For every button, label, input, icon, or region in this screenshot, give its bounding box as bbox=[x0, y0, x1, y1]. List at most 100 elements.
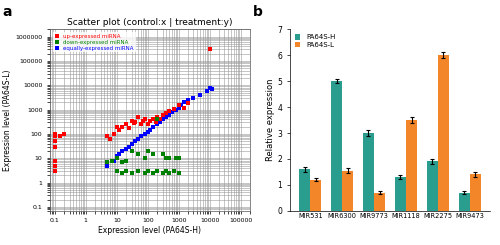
up-expressed miRNA bbox=[158, 113, 166, 117]
equally-expressed miRNA bbox=[174, 106, 182, 110]
Legend: PA64S-H, PA64S-L: PA64S-H, PA64S-L bbox=[294, 33, 337, 49]
Bar bbox=[299, 169, 310, 211]
equally-expressed miRNA bbox=[202, 89, 210, 93]
equally-expressed miRNA bbox=[122, 147, 130, 151]
up-expressed miRNA bbox=[139, 119, 147, 123]
equally-expressed miRNA bbox=[162, 115, 170, 119]
up-expressed miRNA bbox=[174, 103, 182, 107]
up-expressed miRNA bbox=[146, 119, 154, 123]
up-expressed miRNA bbox=[110, 132, 118, 136]
up-expressed miRNA bbox=[134, 115, 142, 119]
Bar bbox=[310, 180, 322, 211]
Text: b: b bbox=[252, 5, 262, 19]
Point bbox=[134, 169, 142, 173]
up-expressed miRNA bbox=[51, 164, 59, 168]
equally-expressed miRNA bbox=[172, 108, 179, 112]
equally-expressed miRNA bbox=[166, 113, 173, 117]
down-expressed miRNA bbox=[134, 152, 142, 156]
equally-expressed miRNA bbox=[177, 103, 185, 107]
Bar bbox=[470, 174, 481, 211]
up-expressed miRNA bbox=[140, 117, 148, 121]
up-expressed miRNA bbox=[51, 159, 59, 163]
up-expressed miRNA bbox=[106, 137, 114, 141]
equally-expressed miRNA bbox=[208, 87, 216, 91]
down-expressed miRNA bbox=[118, 160, 126, 164]
equally-expressed miRNA bbox=[118, 149, 126, 153]
up-expressed miRNA bbox=[51, 169, 59, 173]
down-expressed miRNA bbox=[144, 149, 152, 153]
up-expressed miRNA bbox=[156, 117, 164, 121]
up-expressed miRNA bbox=[152, 121, 160, 124]
equally-expressed miRNA bbox=[144, 130, 152, 134]
Point bbox=[153, 169, 161, 173]
equally-expressed miRNA bbox=[110, 159, 118, 163]
down-expressed miRNA bbox=[108, 159, 116, 163]
equally-expressed miRNA bbox=[149, 125, 157, 129]
down-expressed miRNA bbox=[162, 156, 170, 160]
Point bbox=[162, 169, 170, 173]
up-expressed miRNA bbox=[104, 134, 112, 138]
up-expressed miRNA bbox=[162, 111, 170, 115]
equally-expressed miRNA bbox=[140, 132, 148, 136]
Text: a: a bbox=[2, 5, 12, 19]
Legend: up-expressed miRNA, down-expressed miRNA, equally-expressed miRNA: up-expressed miRNA, down-expressed miRNA… bbox=[53, 32, 136, 52]
Bar bbox=[395, 177, 406, 211]
Bar bbox=[438, 55, 449, 211]
equally-expressed miRNA bbox=[132, 139, 140, 143]
down-expressed miRNA bbox=[166, 156, 173, 160]
down-expressed miRNA bbox=[174, 156, 182, 160]
up-expressed miRNA bbox=[113, 125, 121, 129]
equally-expressed miRNA bbox=[156, 121, 164, 124]
Point bbox=[166, 171, 173, 175]
up-expressed miRNA bbox=[51, 145, 59, 149]
up-expressed miRNA bbox=[153, 115, 161, 119]
Bar bbox=[331, 81, 342, 211]
down-expressed miRNA bbox=[172, 156, 179, 160]
up-expressed miRNA bbox=[51, 134, 59, 138]
equally-expressed miRNA bbox=[113, 154, 121, 158]
Point bbox=[140, 171, 148, 175]
down-expressed miRNA bbox=[149, 152, 157, 156]
up-expressed miRNA bbox=[149, 117, 157, 121]
Title: Scatter plot (control:x | treatment:y): Scatter plot (control:x | treatment:y) bbox=[67, 18, 233, 27]
Point bbox=[113, 169, 121, 173]
up-expressed miRNA bbox=[180, 106, 188, 110]
Bar bbox=[374, 193, 385, 211]
equally-expressed miRNA bbox=[134, 137, 142, 141]
equally-expressed miRNA bbox=[125, 145, 133, 149]
equally-expressed miRNA bbox=[180, 100, 188, 104]
Bar bbox=[426, 161, 438, 211]
down-expressed miRNA bbox=[113, 156, 121, 160]
down-expressed miRNA bbox=[128, 149, 136, 153]
Y-axis label: Expression level (PA64S-L): Expression level (PA64S-L) bbox=[4, 69, 13, 171]
Point bbox=[158, 171, 166, 175]
up-expressed miRNA bbox=[51, 132, 59, 136]
equally-expressed miRNA bbox=[104, 164, 112, 168]
up-expressed miRNA bbox=[56, 134, 64, 138]
up-expressed miRNA bbox=[130, 121, 138, 125]
equally-expressed miRNA bbox=[137, 134, 145, 138]
up-expressed miRNA bbox=[132, 121, 140, 124]
equally-expressed miRNA bbox=[153, 122, 161, 126]
equally-expressed miRNA bbox=[115, 152, 123, 156]
down-expressed miRNA bbox=[140, 156, 148, 160]
equally-expressed miRNA bbox=[184, 98, 192, 102]
up-expressed miRNA bbox=[128, 119, 136, 123]
down-expressed miRNA bbox=[122, 159, 130, 163]
Bar bbox=[363, 133, 374, 211]
X-axis label: Expression level (PA64S-H): Expression level (PA64S-H) bbox=[98, 226, 202, 235]
up-expressed miRNA bbox=[115, 128, 123, 132]
Bar bbox=[406, 120, 417, 211]
Y-axis label: Relative expression: Relative expression bbox=[266, 79, 274, 161]
equally-expressed miRNA bbox=[168, 110, 176, 114]
up-expressed miRNA bbox=[122, 122, 130, 126]
up-expressed miRNA bbox=[118, 125, 126, 129]
Point bbox=[122, 169, 130, 173]
up-expressed miRNA bbox=[137, 122, 145, 126]
Bar bbox=[458, 193, 469, 211]
down-expressed miRNA bbox=[104, 160, 112, 164]
Point bbox=[149, 171, 157, 175]
equally-expressed miRNA bbox=[128, 142, 136, 146]
equally-expressed miRNA bbox=[196, 93, 204, 97]
Point bbox=[128, 171, 136, 175]
